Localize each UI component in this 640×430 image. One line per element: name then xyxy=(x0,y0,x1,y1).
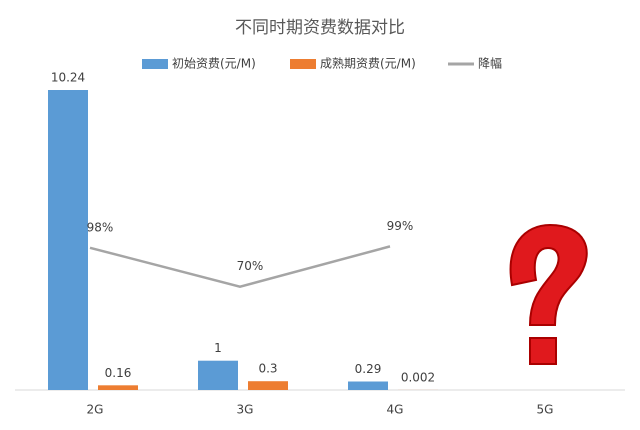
x-tick-label: 5G xyxy=(537,403,554,417)
data-label: 0.16 xyxy=(105,366,132,380)
data-label: 0.002 xyxy=(401,370,435,384)
bar xyxy=(198,360,238,390)
bar xyxy=(248,381,288,390)
line xyxy=(89,245,391,288)
bar xyxy=(348,381,388,390)
legend-swatch xyxy=(290,59,316,69)
data-label: 1 xyxy=(214,341,222,355)
x-tick-label: 2G xyxy=(87,403,104,417)
legend-label: 降幅 xyxy=(478,56,502,71)
data-label: 70% xyxy=(237,259,264,273)
bar xyxy=(98,385,138,390)
x-tick-label: 4G xyxy=(387,403,404,417)
chart-title: 不同时期资费数据对比 xyxy=(235,18,405,38)
legend-swatch xyxy=(142,59,168,69)
data-label: 99% xyxy=(387,219,414,233)
legend-label: 初始资费(元/M) xyxy=(172,57,256,71)
x-tick-label: 3G xyxy=(237,403,254,417)
data-label: 98% xyxy=(87,220,114,234)
bar xyxy=(48,90,88,390)
question-mark xyxy=(509,223,588,365)
data-label: 10.24 xyxy=(51,71,85,85)
legend-label: 成熟期资费(元/M) xyxy=(320,56,416,71)
data-label: 0.29 xyxy=(355,362,382,376)
data-label: 0.3 xyxy=(258,362,277,376)
